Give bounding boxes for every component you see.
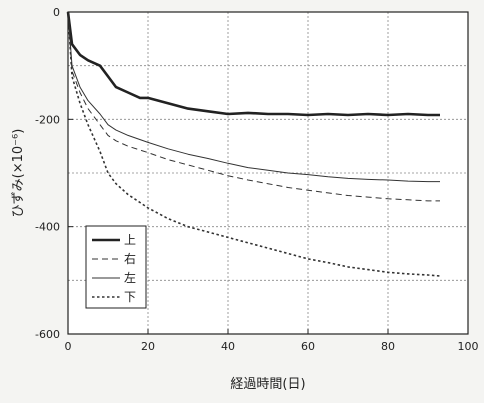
y-tick-label: 0 (53, 6, 60, 19)
legend-label-4: 下 (124, 290, 136, 304)
legend-label-3: 左 (124, 270, 136, 285)
legend-label-1: 上 (124, 233, 136, 247)
x-tick-label: 20 (141, 340, 155, 353)
grid-lines (68, 12, 468, 334)
y-tick-label: -200 (35, 113, 60, 126)
y-tick-label: -400 (35, 221, 60, 234)
x-tick-label: 60 (301, 340, 315, 353)
series-line-4 (67, 11, 441, 277)
x-tick-label: 0 (65, 340, 72, 353)
series-line-1 (66, 11, 440, 117)
series-line-2 (67, 11, 440, 202)
axis-ticks: 0 20 40 60 80 100 0 -200 -400 -600 (35, 6, 478, 353)
x-tick-label: 100 (458, 340, 479, 353)
y-tick-label: -600 (35, 328, 60, 341)
legend-label-2: 右 (124, 251, 136, 266)
legend-box (85, 225, 147, 309)
series-line-3 (67, 11, 440, 183)
y-axis-title: ひずみ(×10⁻⁶) (11, 129, 26, 218)
x-axis-title: 経過時間(日) (230, 377, 305, 392)
x-tick-label: 40 (221, 340, 235, 353)
plot-frame (67, 11, 469, 335)
series-lines (66, 11, 441, 277)
x-tick-label: 80 (381, 340, 395, 353)
